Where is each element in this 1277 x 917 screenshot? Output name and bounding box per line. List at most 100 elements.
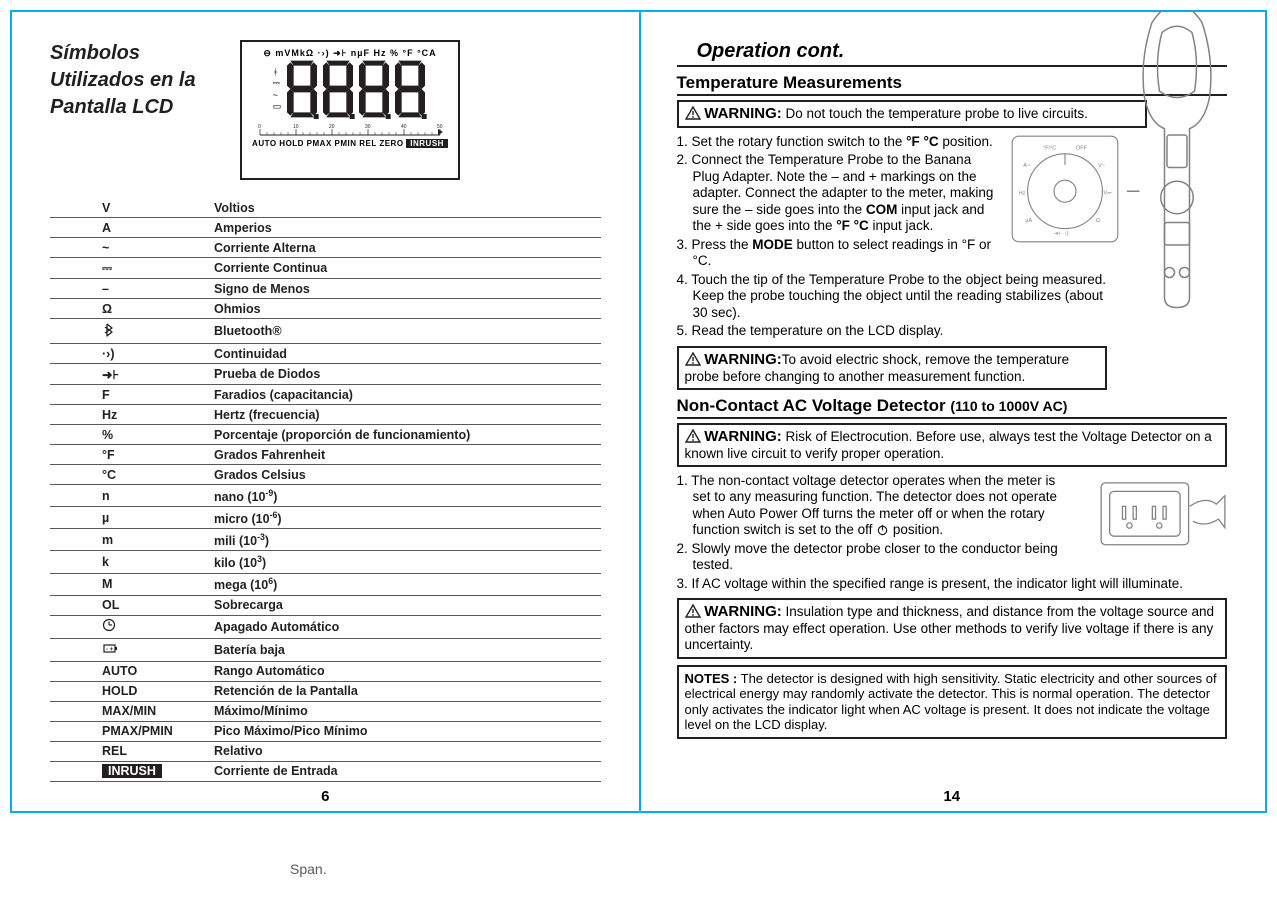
lcd-top-icons: ⊖ mVMkΩ ·›) ➜⊦ nµF Hz % °F °CA: [263, 48, 436, 59]
symbol-cell: m: [50, 529, 210, 551]
symbol-cell: MAX/MIN: [50, 701, 210, 721]
list-item: 1. The non-contact voltage detector oper…: [677, 473, 1077, 539]
table-row: AUTORango Automático: [50, 661, 601, 681]
clamp-meter-illustration: [1127, 10, 1227, 310]
symbol-cell: Hz: [50, 405, 210, 425]
desc-cell: Prueba de Diodos: [210, 364, 601, 385]
symbol-cell: [50, 319, 210, 344]
symbol-cell: PMAX/PMIN: [50, 721, 210, 741]
page-right: Operation cont. Temperature Measurements…: [639, 12, 1266, 811]
desc-cell: Máximo/Mínimo: [210, 701, 601, 721]
table-row: °FGrados Fahrenheit: [50, 445, 601, 465]
symbol-cell: [50, 638, 210, 661]
desc-cell: mili (10-3): [210, 529, 601, 551]
desc-cell: Sobrecarga: [210, 595, 601, 615]
table-row: OLSobrecarga: [50, 595, 601, 615]
desc-cell: Corriente Alterna: [210, 238, 601, 258]
symbol-cell: µ: [50, 507, 210, 529]
svg-text:➜⊦ ·›): ➜⊦ ·›): [1054, 230, 1069, 237]
lcd-bargraph: 01020 304050: [255, 123, 445, 137]
table-row: Apagado Automático: [50, 615, 601, 638]
table-row: PMAX/PMINPico Máximo/Pico Mínimo: [50, 721, 601, 741]
desc-cell: Grados Celsius: [210, 465, 601, 485]
table-row: nnano (10-9): [50, 485, 601, 507]
desc-cell: nano (10-9): [210, 485, 601, 507]
table-row: ⎓Corriente Continua: [50, 258, 601, 279]
symbol-cell: ⎓: [50, 258, 210, 279]
outlet-illustration: [1099, 473, 1227, 561]
symbol-cell: OL: [50, 595, 210, 615]
symbol-cell: A: [50, 218, 210, 238]
table-row: FFaradios (capacitancia): [50, 385, 601, 405]
left-title: Símbolos Utilizados en la Pantalla LCD: [50, 40, 220, 121]
svg-text:°F/°C: °F/°C: [1043, 145, 1056, 151]
list-item: 4. Touch the tip of the Temperature Prob…: [677, 272, 1107, 321]
table-row: ·›)Continuidad: [50, 344, 601, 364]
table-row: Batería baja: [50, 638, 601, 661]
symbol-cell: ~: [50, 238, 210, 258]
svg-text:Ω: Ω: [1096, 218, 1100, 224]
table-row: Bluetooth®: [50, 319, 601, 344]
page-left: Símbolos Utilizados en la Pantalla LCD ⊖…: [12, 12, 639, 811]
list-item: 2. Slowly move the detector probe closer…: [677, 541, 1097, 574]
svg-text:40: 40: [401, 124, 407, 130]
table-row: –Signo de Menos: [50, 279, 601, 299]
symbol-cell: ·›): [50, 344, 210, 364]
svg-text:50: 50: [437, 124, 443, 130]
svg-text:A~: A~: [1023, 163, 1030, 169]
symbol-table: VVoltiosAAmperios~Corriente Alterna⎓Corr…: [50, 198, 601, 782]
desc-cell: Amperios: [210, 218, 601, 238]
symbol-cell: ➜⊦: [50, 364, 210, 385]
lcd-digits: [285, 59, 427, 119]
footer-label: Span.: [290, 861, 327, 877]
symbol-cell: AUTO: [50, 661, 210, 681]
desc-cell: Bluetooth®: [210, 319, 601, 344]
symbol-cell: M: [50, 573, 210, 595]
desc-cell: Corriente Continua: [210, 258, 601, 279]
list-item: 5. Read the temperature on the LCD displ…: [677, 323, 1107, 339]
list-item: 3. If AC voltage within the specified ra…: [677, 576, 1228, 592]
desc-cell: Porcentaje (proporción de funcionamiento…: [210, 425, 601, 445]
svg-text:20: 20: [329, 124, 335, 130]
desc-cell: kilo (103): [210, 551, 601, 573]
desc-cell: Pico Máximo/Pico Mínimo: [210, 721, 601, 741]
desc-cell: Apagado Automático: [210, 615, 601, 638]
desc-cell: Batería baja: [210, 638, 601, 661]
symbol-cell: REL: [50, 741, 210, 761]
power-icon: [876, 523, 889, 536]
warning-icon: [685, 429, 701, 443]
desc-cell: Retención de la Pantalla: [210, 681, 601, 701]
svg-text:10: 10: [293, 124, 299, 130]
table-row: INRUSHCorriente de Entrada: [50, 761, 601, 781]
table-row: Mmega (106): [50, 573, 601, 595]
notes-box: NOTES : The detector is designed with hi…: [677, 665, 1228, 739]
desc-cell: Voltios: [210, 198, 601, 218]
desc-cell: micro (10-6): [210, 507, 601, 529]
desc-cell: mega (106): [210, 573, 601, 595]
warning-box-2: WARNING:To avoid electric shock, remove …: [677, 346, 1107, 390]
table-row: MAX/MINMáximo/Mínimo: [50, 701, 601, 721]
table-row: mmili (10-3): [50, 529, 601, 551]
lcd-side-icons: ᚼ⎓~▭: [273, 67, 282, 112]
symbol-cell: V: [50, 198, 210, 218]
desc-cell: Hertz (frecuencia): [210, 405, 601, 425]
table-row: %Porcentaje (proporción de funcionamient…: [50, 425, 601, 445]
table-row: HOLDRetención de la Pantalla: [50, 681, 601, 701]
table-row: ~Corriente Alterna: [50, 238, 601, 258]
warning-icon: [685, 106, 701, 120]
desc-cell: Faradios (capacitancia): [210, 385, 601, 405]
table-row: kkilo (103): [50, 551, 601, 573]
desc-cell: Relativo: [210, 741, 601, 761]
warning-box-3: WARNING: Risk of Electrocution. Before u…: [677, 423, 1228, 467]
page-number-right: 14: [639, 788, 1266, 805]
symbol-cell: °C: [50, 465, 210, 485]
warning-box-1: WARNING: Do not touch the temperature pr…: [677, 100, 1147, 128]
table-row: HzHertz (frecuencia): [50, 405, 601, 425]
warning-icon: [685, 604, 701, 618]
table-row: ➜⊦Prueba de Diodos: [50, 364, 601, 385]
symbol-cell: INRUSH: [50, 761, 210, 781]
svg-text:0: 0: [258, 124, 261, 130]
symbol-cell: –: [50, 279, 210, 299]
desc-cell: Grados Fahrenheit: [210, 445, 601, 465]
table-row: RELRelativo: [50, 741, 601, 761]
